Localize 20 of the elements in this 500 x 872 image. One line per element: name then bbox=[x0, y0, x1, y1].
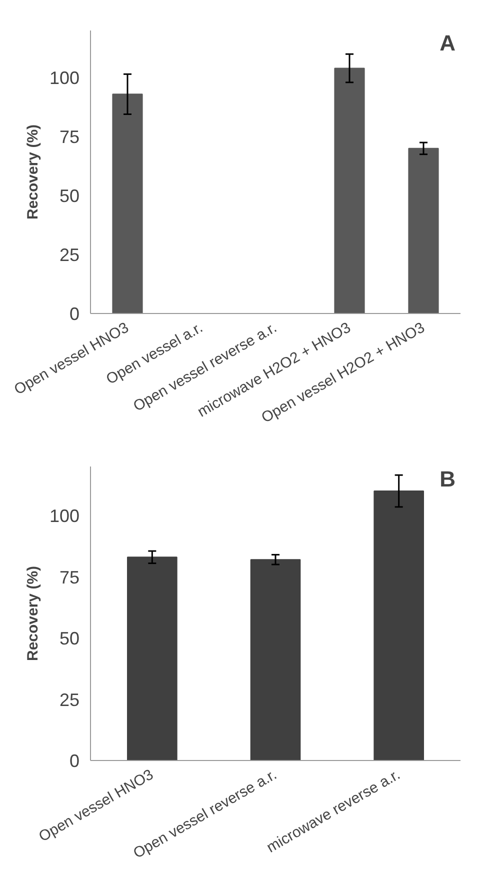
annotation: B bbox=[440, 466, 456, 492]
y-axis-title: Recovery (%) bbox=[24, 566, 42, 662]
y-tick-label: 100 bbox=[49, 506, 80, 526]
y-tick-label: 25 bbox=[59, 245, 80, 266]
y-tick-label: 50 bbox=[59, 628, 80, 648]
y-tick-label: 0 bbox=[69, 304, 80, 324]
bar bbox=[112, 94, 143, 314]
bar bbox=[374, 490, 424, 760]
bar bbox=[408, 148, 439, 314]
y-tick-label: 75 bbox=[59, 567, 80, 588]
bar bbox=[127, 556, 178, 760]
y-tick-label: 50 bbox=[59, 186, 80, 206]
annotation: A bbox=[440, 30, 456, 56]
bar bbox=[250, 559, 301, 760]
bar bbox=[334, 68, 365, 314]
y-tick-label: 100 bbox=[49, 68, 80, 88]
y-tick-label: 75 bbox=[59, 127, 80, 148]
y-axis-title: Recovery (%) bbox=[24, 124, 42, 220]
y-tick-label: 0 bbox=[69, 751, 80, 771]
y-tick-label: 25 bbox=[59, 690, 80, 710]
